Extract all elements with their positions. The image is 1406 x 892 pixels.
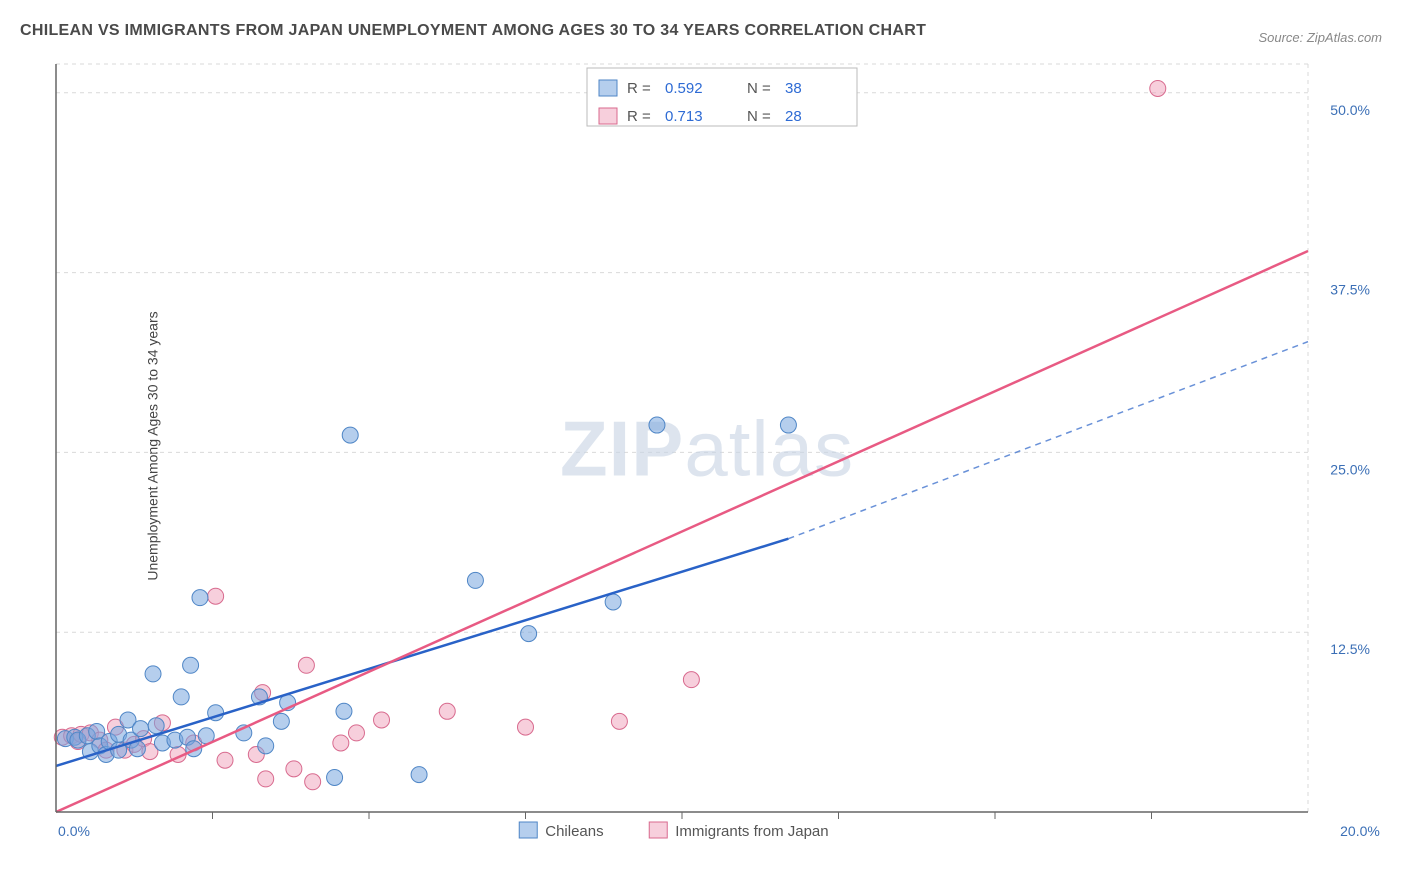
scatter-point-pink [305, 774, 321, 790]
scatter-point-pink [439, 703, 455, 719]
x-tick-label: 20.0% [1340, 823, 1380, 839]
y-tick-label: 37.5% [1330, 282, 1370, 298]
source-credit: Source: ZipAtlas.com [1258, 30, 1382, 45]
scatter-point-blue [133, 721, 149, 737]
scatter-point-blue [148, 718, 164, 734]
scatter-chart: 12.5% 25.0% 37.5% 50.0% ZIPatlas 0.0% 20.0% R =… [50, 58, 1388, 842]
scatter-point-blue [145, 666, 161, 682]
scatter-point-pink [374, 712, 390, 728]
stat-swatch [599, 108, 617, 124]
scatter-point-pink [518, 719, 534, 735]
scatter-point-pink [1150, 80, 1166, 96]
scatter-point-pink [286, 761, 302, 777]
stat-n-label: N = [747, 108, 771, 125]
x-tick-label: 0.0% [58, 823, 90, 839]
scatter-point-pink [208, 588, 224, 604]
scatter-point-blue [173, 689, 189, 705]
legend-swatch [519, 822, 537, 838]
scatter-point-pink [683, 672, 699, 688]
stat-n-label: N = [747, 80, 771, 97]
y-tick-label: 12.5% [1330, 641, 1370, 657]
scatter-point-pink [217, 752, 233, 768]
scatter-point-blue [336, 703, 352, 719]
scatter-point-blue [192, 590, 208, 606]
scatter-point-pink [258, 771, 274, 787]
scatter-point-pink [611, 713, 627, 729]
scatter-point-blue [342, 427, 358, 443]
scatter-point-blue [273, 713, 289, 729]
stat-n-value: 28 [785, 108, 802, 125]
chart-area: 12.5% 25.0% 37.5% 50.0% ZIPatlas 0.0% 20.0% R =… [50, 58, 1388, 842]
scatter-point-blue [258, 738, 274, 754]
chart-title: CHILEAN VS IMMIGRANTS FROM JAPAN UNEMPLO… [20, 22, 926, 40]
stat-r-label: R = [627, 80, 651, 97]
legend-label: Immigrants from Japan [675, 823, 828, 840]
scatter-point-blue [649, 417, 665, 433]
stat-n-value: 38 [785, 80, 802, 97]
y-tick-label: 50.0% [1330, 102, 1370, 118]
trend-line-blue [56, 539, 788, 766]
stat-r-value: 0.592 [665, 80, 703, 97]
scatter-point-blue [183, 657, 199, 673]
scatter-point-blue [411, 767, 427, 783]
stat-r-label: R = [627, 108, 651, 125]
scatter-point-blue [521, 626, 537, 642]
scatter-point-blue [605, 594, 621, 610]
legend-swatch [649, 822, 667, 838]
legend-label: Chileans [545, 823, 603, 840]
watermark: ZIPatlas [560, 404, 854, 492]
scatter-point-blue [327, 769, 343, 785]
stat-swatch [599, 80, 617, 96]
trend-line-pink [56, 251, 1308, 812]
scatter-point-pink [333, 735, 349, 751]
scatter-point-pink [348, 725, 364, 741]
trend-line-blue-dashed [788, 342, 1308, 539]
scatter-point-blue [780, 417, 796, 433]
scatter-point-pink [298, 657, 314, 673]
scatter-point-blue [467, 572, 483, 588]
y-tick-label: 25.0% [1330, 461, 1370, 477]
stat-r-value: 0.713 [665, 108, 703, 125]
